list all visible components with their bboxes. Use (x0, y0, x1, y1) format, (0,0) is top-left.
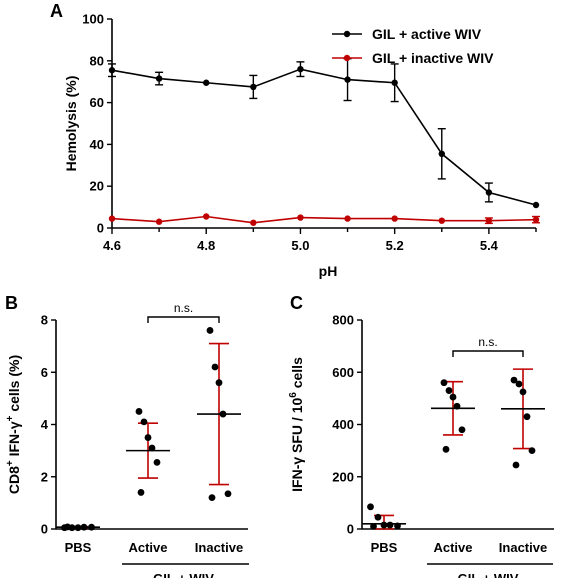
y-tick-label: 400 (332, 417, 354, 432)
panel-a-data-point (297, 65, 304, 73)
panel-a-y-tick-label: 0 (97, 221, 104, 236)
panel-a-x-tick-label: 4.8 (197, 238, 215, 253)
data-point (512, 461, 520, 469)
data-point (445, 387, 453, 394)
group-label: GIL + WIV (153, 571, 214, 578)
panel-a-y-tick-label: 100 (82, 12, 104, 27)
panel-a-legend-label: GIL + active WIV (372, 26, 482, 42)
panel-a-x-axis-title: pH (319, 263, 338, 279)
data-point (380, 521, 388, 529)
panel-a-data-point (155, 218, 163, 225)
panel-c: C IFN-γ SFU / 106 cells 0 200 400 600 800 PBS… (288, 293, 554, 578)
y-tick-label: 2 (41, 469, 48, 484)
data-point (370, 522, 377, 530)
panel-a-data-point (485, 217, 493, 224)
data-point (449, 393, 457, 401)
category-label: Inactive (499, 540, 547, 555)
panel-a-data-point (250, 83, 257, 91)
data-point (442, 445, 450, 453)
panel-a-x-tick-label: 5.2 (386, 238, 404, 253)
panel-a-y-axis-title: Hemolysis (%) (63, 76, 79, 172)
panel-a-y-tick-label: 80 (90, 53, 104, 68)
panel-a-data-point (108, 215, 116, 222)
data-point (528, 447, 536, 455)
panel-a-series-line (111, 68, 537, 206)
data-point (153, 458, 161, 466)
panel-c-y-axis-title: IFN-γ SFU / 106 cells (288, 357, 305, 492)
panel-letter-c: C (290, 293, 303, 313)
panel-a-x-tick-label: 5.0 (291, 238, 309, 253)
panel-a-data-point (438, 150, 445, 158)
data-point (367, 503, 374, 511)
y-tick-label: 8 (41, 313, 48, 328)
data-point (519, 388, 527, 396)
panel-a-legend-label: GIL + inactive WIV (372, 50, 494, 66)
data-point (148, 444, 156, 452)
data-point (208, 494, 216, 502)
data-point (140, 418, 148, 426)
data-point (510, 376, 518, 384)
y-tick-label: 600 (332, 365, 354, 380)
panel-a-data-point (155, 75, 163, 82)
panel-a-data-point (438, 217, 445, 224)
significance-bracket (452, 350, 524, 357)
data-point (206, 327, 214, 334)
data-point (144, 434, 152, 441)
panel-a-data-point (250, 219, 257, 226)
data-point (458, 426, 466, 434)
y-tick-label: 200 (332, 469, 354, 484)
group-label: GIL + WIV (458, 571, 519, 578)
y-tick-label: 0 (41, 522, 48, 537)
panel-a-data-point (344, 215, 351, 222)
panel-a-data-point (391, 79, 398, 86)
panel-a-data-point (297, 214, 304, 221)
panel-b: B CD8+ IFN-γ+ cells (%) 0 2 4 6 8 PBS Active In… (5, 293, 249, 578)
panel-a-series-line (111, 215, 537, 224)
panel-letter-a: A (50, 1, 63, 21)
data-point (386, 521, 394, 529)
panel-a-data-point (485, 189, 493, 196)
category-label: Inactive (195, 540, 243, 555)
y-tick-label: 800 (332, 313, 354, 328)
panel-a-legend-marker (343, 54, 351, 62)
panel-a: A Hemolysis (%) pH 0 20 40 60 80 100 4.6 4.8 5.0… (50, 1, 540, 279)
category-label: Active (128, 540, 167, 555)
panel-a-y-tick-label: 40 (90, 137, 104, 152)
significance-label: n.s. (478, 335, 497, 349)
data-point (374, 513, 382, 521)
data-point (523, 413, 531, 421)
panel-a-data-point (108, 67, 116, 74)
data-point (440, 379, 448, 387)
data-point (211, 363, 219, 371)
data-point (224, 490, 232, 498)
data-point (137, 489, 145, 496)
panel-a-x-tick-label: 5.4 (480, 238, 499, 253)
y-tick-label: 4 (41, 417, 49, 432)
panel-a-data-point (532, 201, 540, 209)
panel-a-data-point (203, 213, 210, 220)
data-point (135, 408, 143, 415)
y-tick-label: 0 (347, 522, 354, 537)
panel-a-data-point (532, 216, 540, 223)
panel-a-data-point (203, 79, 210, 86)
panel-b-y-axis-title: CD8+ IFN-γ+ cells (%) (5, 355, 22, 494)
significance-label: n.s. (174, 301, 193, 315)
significance-bracket (147, 316, 220, 323)
category-label: PBS (65, 540, 92, 555)
panel-a-y-tick-label: 60 (90, 95, 104, 110)
panel-a-data-point (344, 76, 351, 83)
category-label: PBS (371, 540, 398, 555)
category-label: Active (433, 540, 472, 555)
panel-a-x-tick-label: 4.6 (103, 238, 121, 253)
panel-a-legend-marker (343, 30, 351, 38)
panel-a-y-tick-label: 20 (90, 179, 104, 194)
data-point (215, 379, 223, 387)
y-tick-label: 6 (41, 365, 48, 380)
panel-letter-b: B (5, 293, 18, 313)
panel-a-data-point (391, 215, 398, 222)
data-point (515, 380, 523, 388)
